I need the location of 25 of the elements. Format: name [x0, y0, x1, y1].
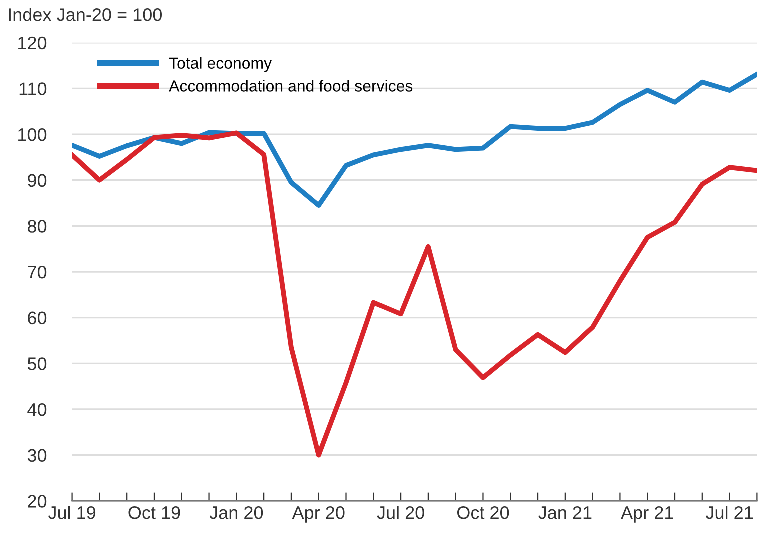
x-tick-label: Jul 19 — [48, 506, 96, 520]
x-tick-label: Jan 21 — [538, 506, 592, 520]
y-tick-label: 100 — [18, 128, 47, 142]
y-tick-label: 120 — [18, 36, 47, 50]
y-tick-label: 60 — [28, 312, 47, 325]
line-series — [72, 72, 758, 208]
y-tick-label: 50 — [28, 358, 47, 370]
legend-label: Total economy — [169, 57, 272, 72]
line-series — [72, 130, 758, 458]
y-tick-label: 30 — [28, 449, 47, 462]
y-tick-label: 110 — [20, 82, 47, 96]
y-tick-label: 90 — [28, 174, 47, 188]
y-tick-label: 40 — [28, 403, 47, 416]
x-tick-label: Oct 19 — [128, 506, 180, 520]
x-tick-label: Jul 20 — [377, 506, 424, 520]
x-tick-label: Jan 20 — [210, 506, 264, 520]
legend-label: Accommodation and food services — [169, 80, 413, 92]
x-tick-label: Oct 20 — [457, 506, 510, 520]
x-tick-label: Apr 21 — [621, 506, 674, 523]
y-tick-label: 80 — [28, 220, 47, 233]
x-tick-label: Apr 20 — [292, 506, 345, 523]
y-axis-title: Index Jan-20 = 100 — [9, 8, 162, 22]
y-tick-label: 20 — [28, 495, 47, 508]
y-tick-label: 70 — [28, 266, 47, 279]
x-tick-label: Jul 21 — [706, 506, 754, 520]
